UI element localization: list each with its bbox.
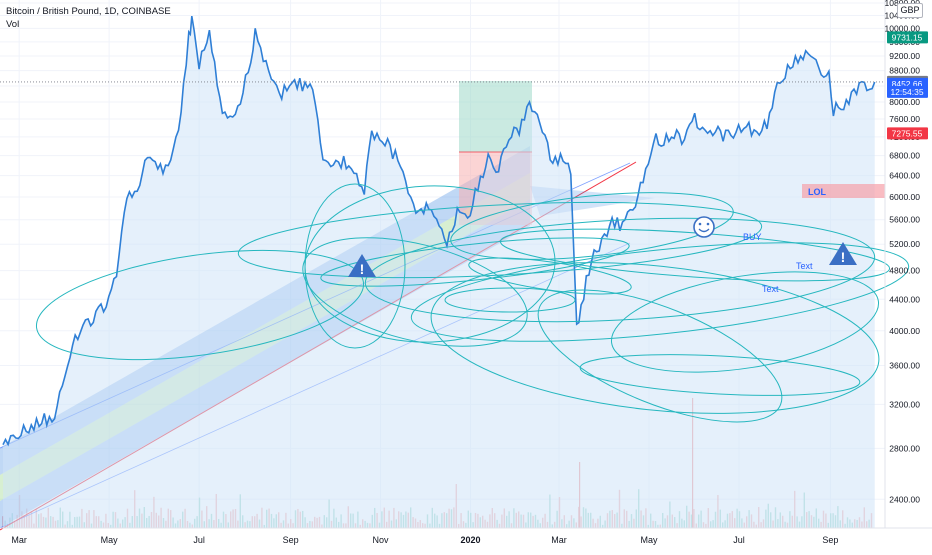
y-tick-label: 4400.00 [889,294,920,304]
ellipse-drawing [610,271,880,373]
smiley-icon [693,216,715,238]
x-tick-label: Mar [551,535,567,545]
ellipse-drawing [444,287,576,313]
warning-icon-mark: ! [360,261,365,277]
ellipse-drawing [537,289,783,423]
smiley-eye [698,222,702,226]
text-annotation: BUY [743,232,762,242]
lol-zone [802,184,885,198]
ellipse-drawing [304,183,406,349]
ellipse-drawing [579,354,861,396]
x-tick-label: May [101,535,119,545]
warning-icon-mark: ! [841,249,846,265]
x-tick-label: Jul [193,535,205,545]
y-tick-label: 7600.00 [889,114,920,124]
x-tick-label: 2020 [461,535,481,545]
x-tick-label: Mar [11,535,27,545]
x-tick-label: Jul [733,535,745,545]
y-tick-label: 6400.00 [889,171,920,181]
volume-bar [2,516,4,528]
ellipse-drawing [468,257,632,295]
y-tick-label: 10000.00 [885,23,921,33]
y-tick-label: 5200.00 [889,239,920,249]
warning-icon [829,242,857,265]
currency-badge[interactable]: GBP [897,3,923,18]
smiley-mouth [698,228,710,233]
text-annotation: Text [762,284,779,294]
ellipse-drawing [430,262,880,414]
x-tick-label: May [640,535,658,545]
price-label: 8452.66 [892,79,923,89]
y-tick-label: 4000.00 [889,326,920,336]
ellipse-drawing [320,237,630,287]
y-tick-label: 3200.00 [889,399,920,409]
x-tick-label: Sep [822,535,838,545]
price-label-badge [887,127,928,140]
price-label-badge [887,31,928,44]
y-tick-label: 3600.00 [889,361,920,371]
price-label: 7275.55 [892,128,923,138]
price-label-badge [887,85,928,98]
y-tick-label: 4800.00 [889,266,920,276]
ellipse-drawing [237,201,763,279]
y-tick-label: 5600.00 [889,215,920,225]
y-tick-label: 2800.00 [889,443,920,453]
y-tick-label: 8800.00 [889,66,920,76]
chart-title: Bitcoin / British Pound, 1D, COINBASE [6,6,171,17]
ellipse-drawing [410,242,910,342]
y-tick-label: 6800.00 [889,151,920,161]
lol-label: LOL [808,187,826,197]
x-tick-label: Nov [373,535,390,545]
y-tick-label: 2400.00 [889,494,920,504]
ellipse-drawing [364,217,876,323]
warning-icon [348,254,376,277]
x-tick-label: Sep [283,535,299,545]
price-label: 12:54:35 [890,87,923,97]
y-tick-label: 6000.00 [889,192,920,202]
ellipse-drawing [35,249,365,361]
y-tick-label: 8000.00 [889,97,920,107]
smiley-eye [706,222,710,226]
volume-indicator-label[interactable]: Vol [6,19,20,30]
y-tick-label: 9200.00 [889,51,920,61]
price-area [3,16,875,528]
text-annotation: Text [796,261,813,271]
price-label: 9731.15 [892,32,923,42]
ellipse-drawing [302,237,528,347]
price-line [2,15,876,447]
